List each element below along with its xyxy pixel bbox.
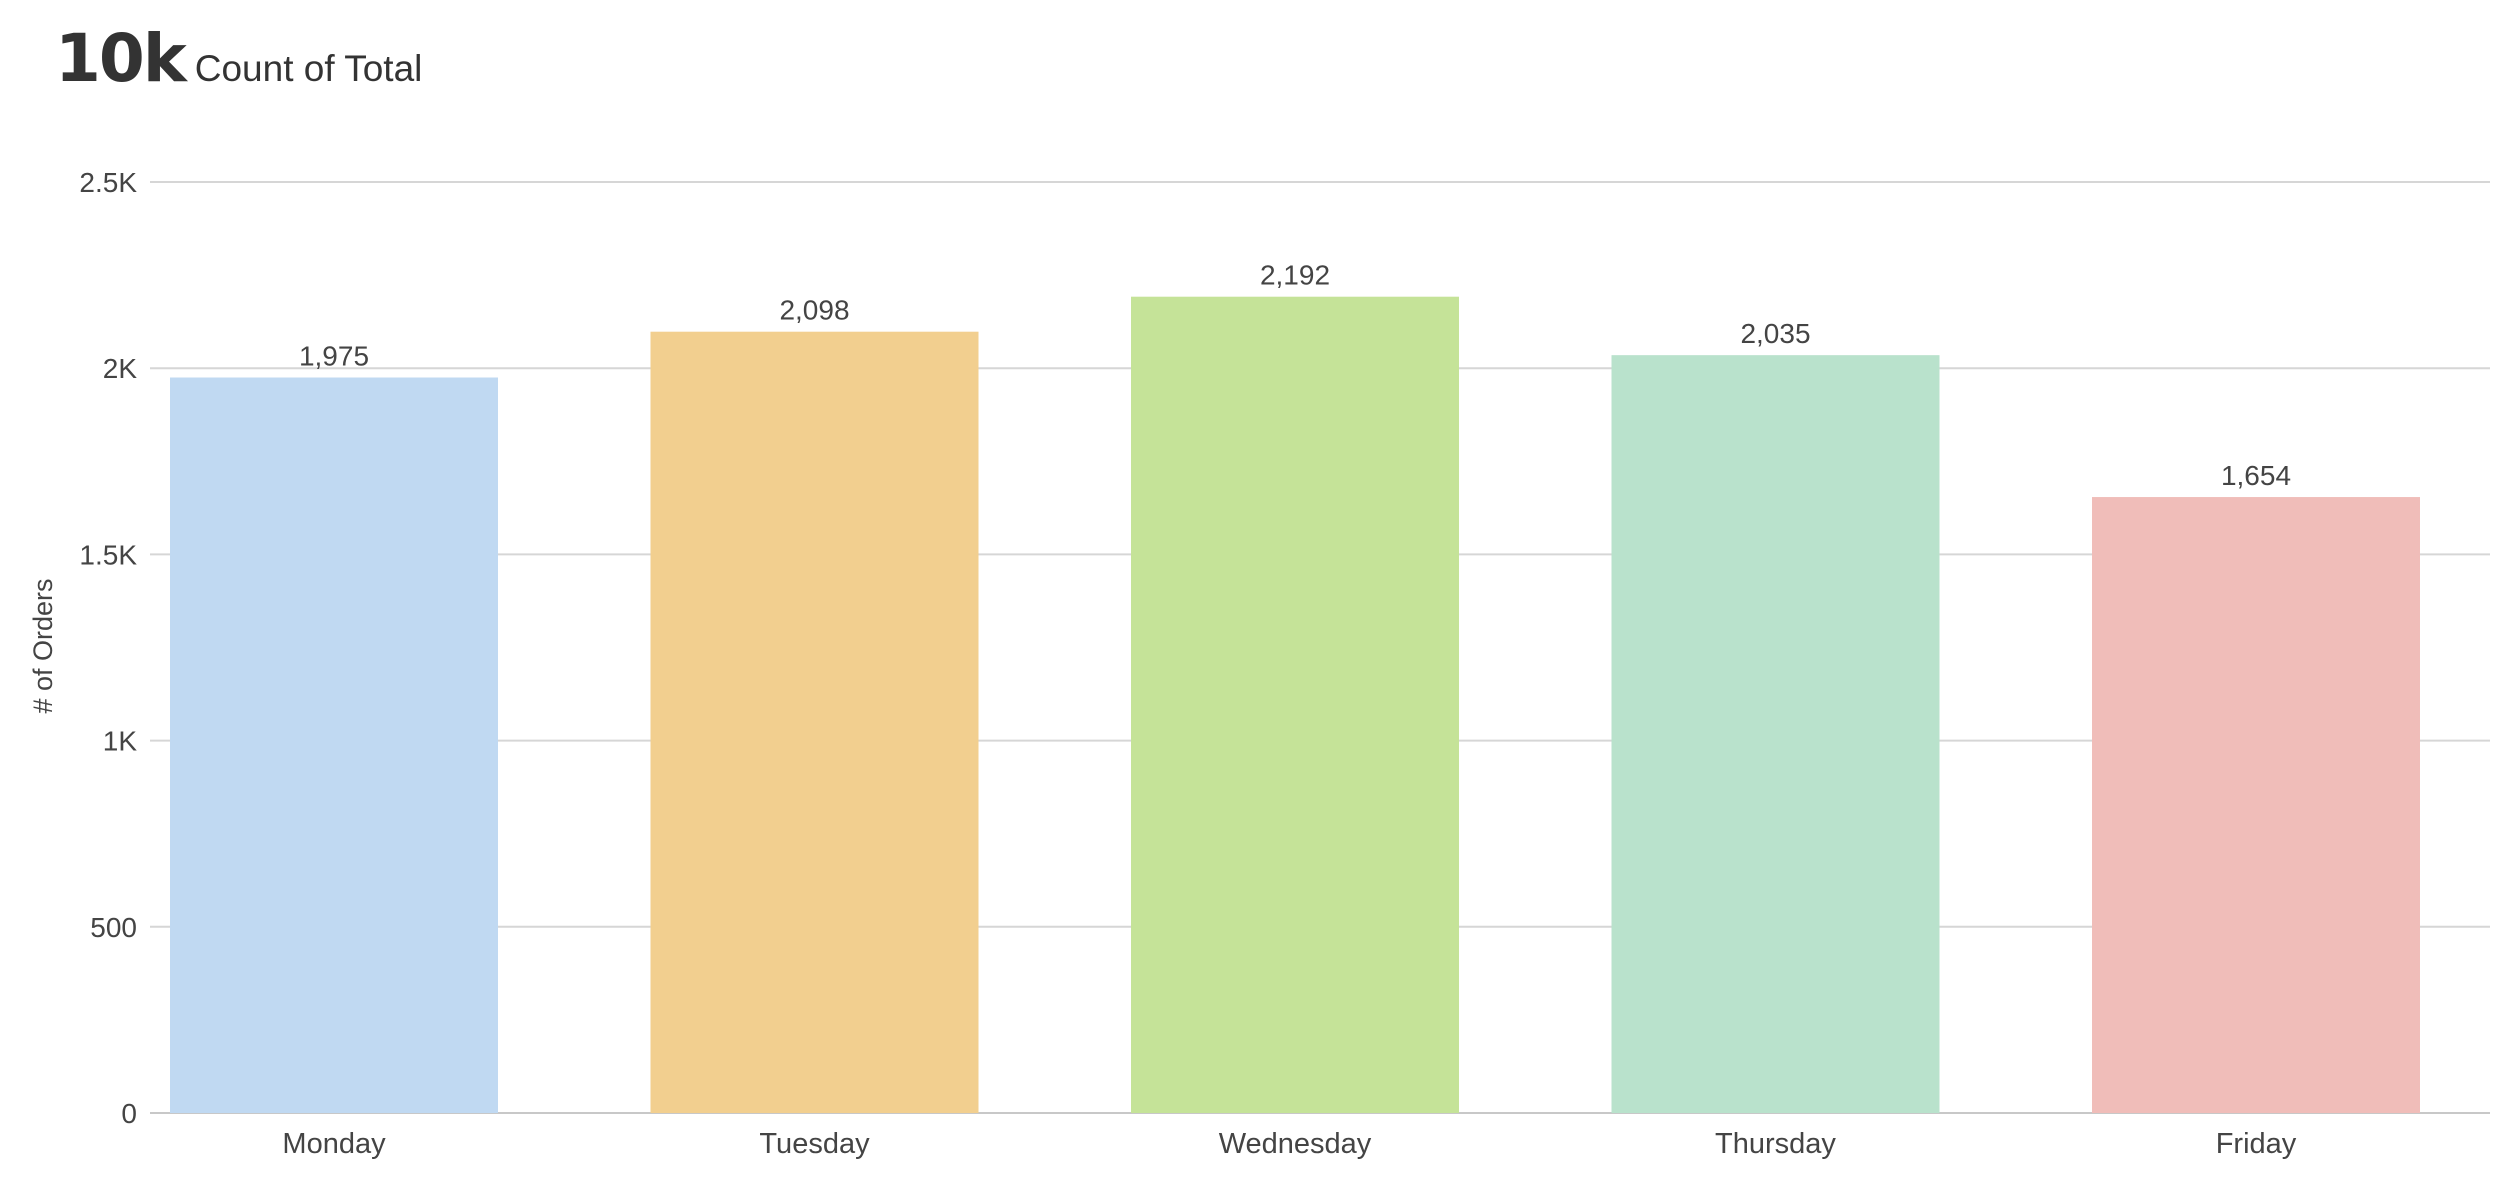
y-axis-label: # of Orders [28, 578, 58, 713]
y-tick-label: 500 [90, 912, 137, 943]
x-axis-ticks: Monday Tuesday Wednesday Thursday Friday [282, 1128, 2296, 1160]
data-label-thursday: 2,035 [1740, 318, 1810, 349]
y-tick-label: 0 [121, 1098, 137, 1129]
y-tick-label: 2.5K [79, 167, 137, 198]
data-label-tuesday: 2,098 [779, 295, 849, 326]
y-tick-label: 1K [103, 726, 138, 757]
x-tick-label-wednesday: Wednesday [1219, 1128, 1372, 1160]
kpi-summary: 10k Count of Total [55, 20, 422, 97]
data-label-friday: 1,654 [2221, 460, 2291, 491]
bar-monday[interactable] [170, 377, 498, 1113]
x-tick-label-tuesday: Tuesday [759, 1128, 870, 1160]
x-tick-label-friday: Friday [2216, 1128, 2297, 1160]
bar-wednesday[interactable] [1131, 296, 1459, 1113]
y-tick-label: 2K [103, 353, 138, 384]
y-tick-label: 1.5K [79, 539, 137, 570]
data-label-monday: 1,975 [299, 341, 369, 372]
x-tick-label-thursday: Thursday [1715, 1128, 1836, 1160]
kpi-label: Count of Total [194, 48, 423, 89]
bar-friday[interactable] [2092, 497, 2420, 1113]
kpi-value: 10k [55, 20, 187, 97]
data-label-wednesday: 2,192 [1260, 260, 1330, 291]
bar-tuesday[interactable] [650, 331, 979, 1113]
bar-thursday[interactable] [1611, 355, 1940, 1113]
bars [170, 296, 2420, 1113]
data-labels: 1,975 2,098 2,192 2,035 1,654 [299, 260, 2291, 491]
y-axis-ticks: 0 500 1K 1.5K 2K 2.5K [79, 167, 137, 1129]
x-tick-label-monday: Monday [282, 1128, 386, 1160]
